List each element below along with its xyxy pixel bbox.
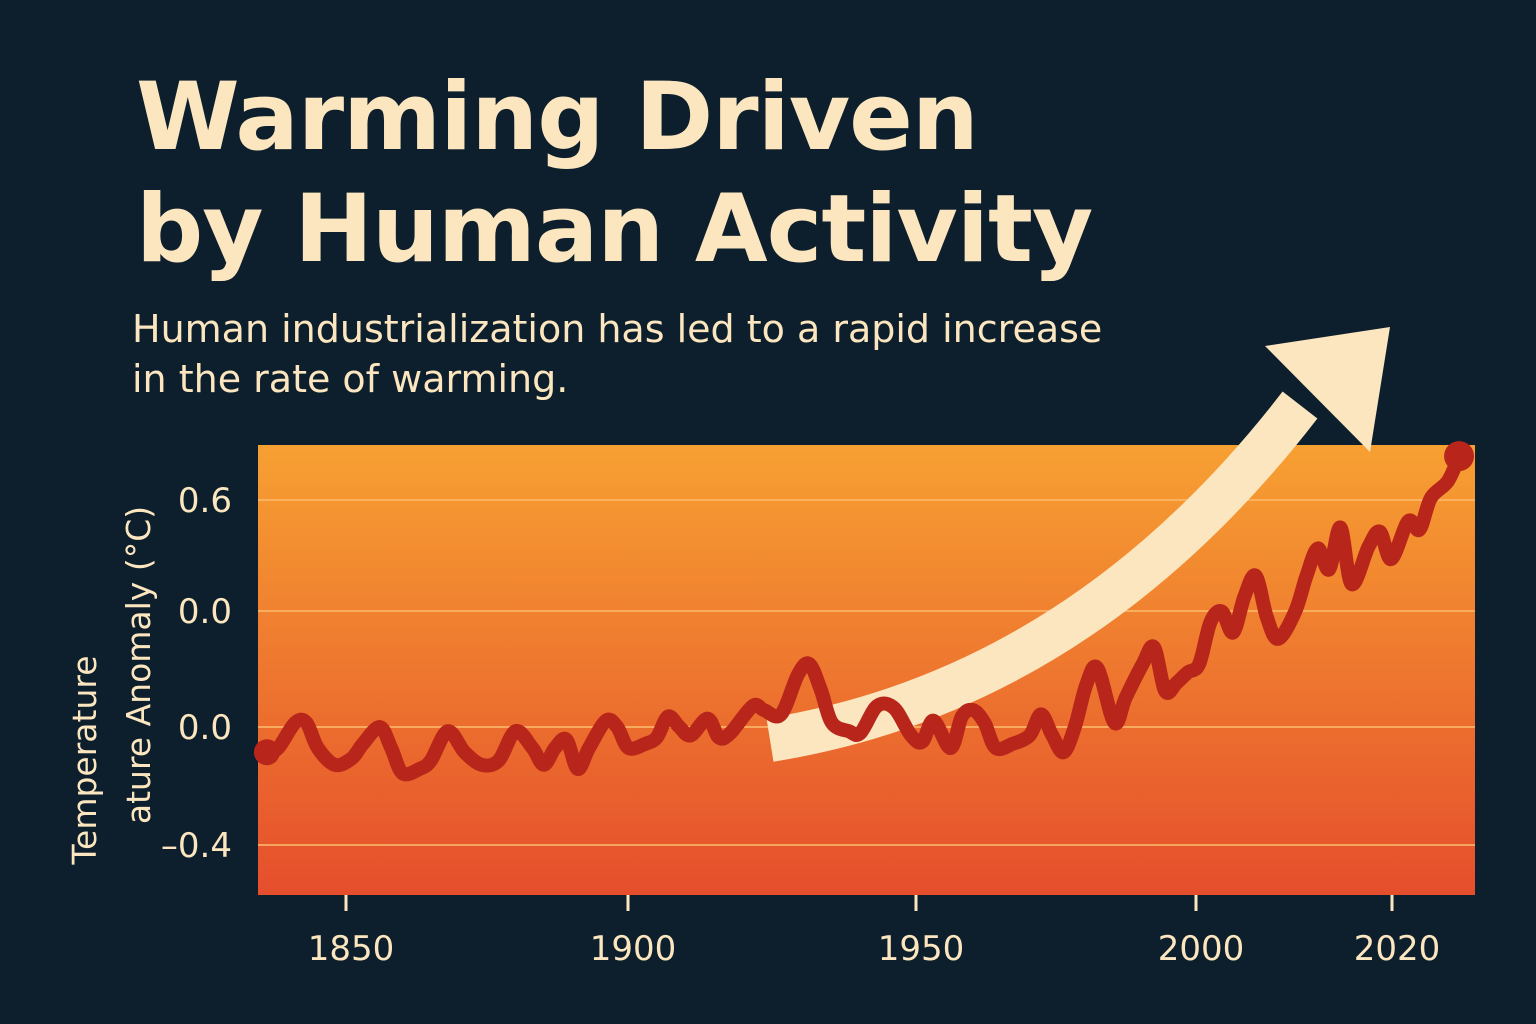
- x-tick-label: 2020: [1354, 929, 1441, 969]
- y-tick-label: 0.6: [178, 481, 232, 521]
- x-tick-label: 1850: [308, 929, 395, 969]
- upward-curved-arrow-icon: [766, 327, 1390, 762]
- x-tick-label: 1900: [590, 929, 677, 969]
- arrow-shaft: [766, 391, 1318, 762]
- y-tick-labels: 0.6 0.0 0.0 –0.4: [161, 481, 232, 866]
- series-start-point: [253, 739, 280, 766]
- series-end-point: [1444, 441, 1475, 472]
- series-layer: [253, 441, 1475, 782]
- title-line-1: Warming Driven: [136, 63, 979, 172]
- subtitle-line-2: in the rate of warming.: [132, 357, 569, 401]
- x-tick-label: 1950: [878, 929, 965, 969]
- x-tick-label: 2000: [1158, 929, 1245, 969]
- plot-background: [258, 445, 1475, 895]
- y-tick-label: 0.0: [178, 708, 232, 748]
- chart-title: Warming Driven by Human Activity: [136, 62, 1093, 286]
- chart-subtitle: Human industrialization has led to a rap…: [132, 304, 1232, 404]
- y-axis-label-line-1: Temperature: [65, 655, 104, 865]
- x-tick-labels: 1850 1900 1950 2000 2020: [308, 895, 1441, 969]
- y-tick-label: 0.0: [178, 592, 232, 632]
- arrow-head: [1265, 327, 1390, 452]
- y-axis-label-line-2: ature Anomaly (°C): [119, 506, 158, 824]
- y-axis-label: Temperature ature Anomaly (°C): [65, 506, 158, 866]
- subtitle-line-1: Human industrialization has led to a rap…: [132, 307, 1103, 351]
- series-line: [259, 449, 1467, 782]
- y-tick-label: –0.4: [161, 826, 232, 866]
- title-line-2: by Human Activity: [136, 175, 1093, 284]
